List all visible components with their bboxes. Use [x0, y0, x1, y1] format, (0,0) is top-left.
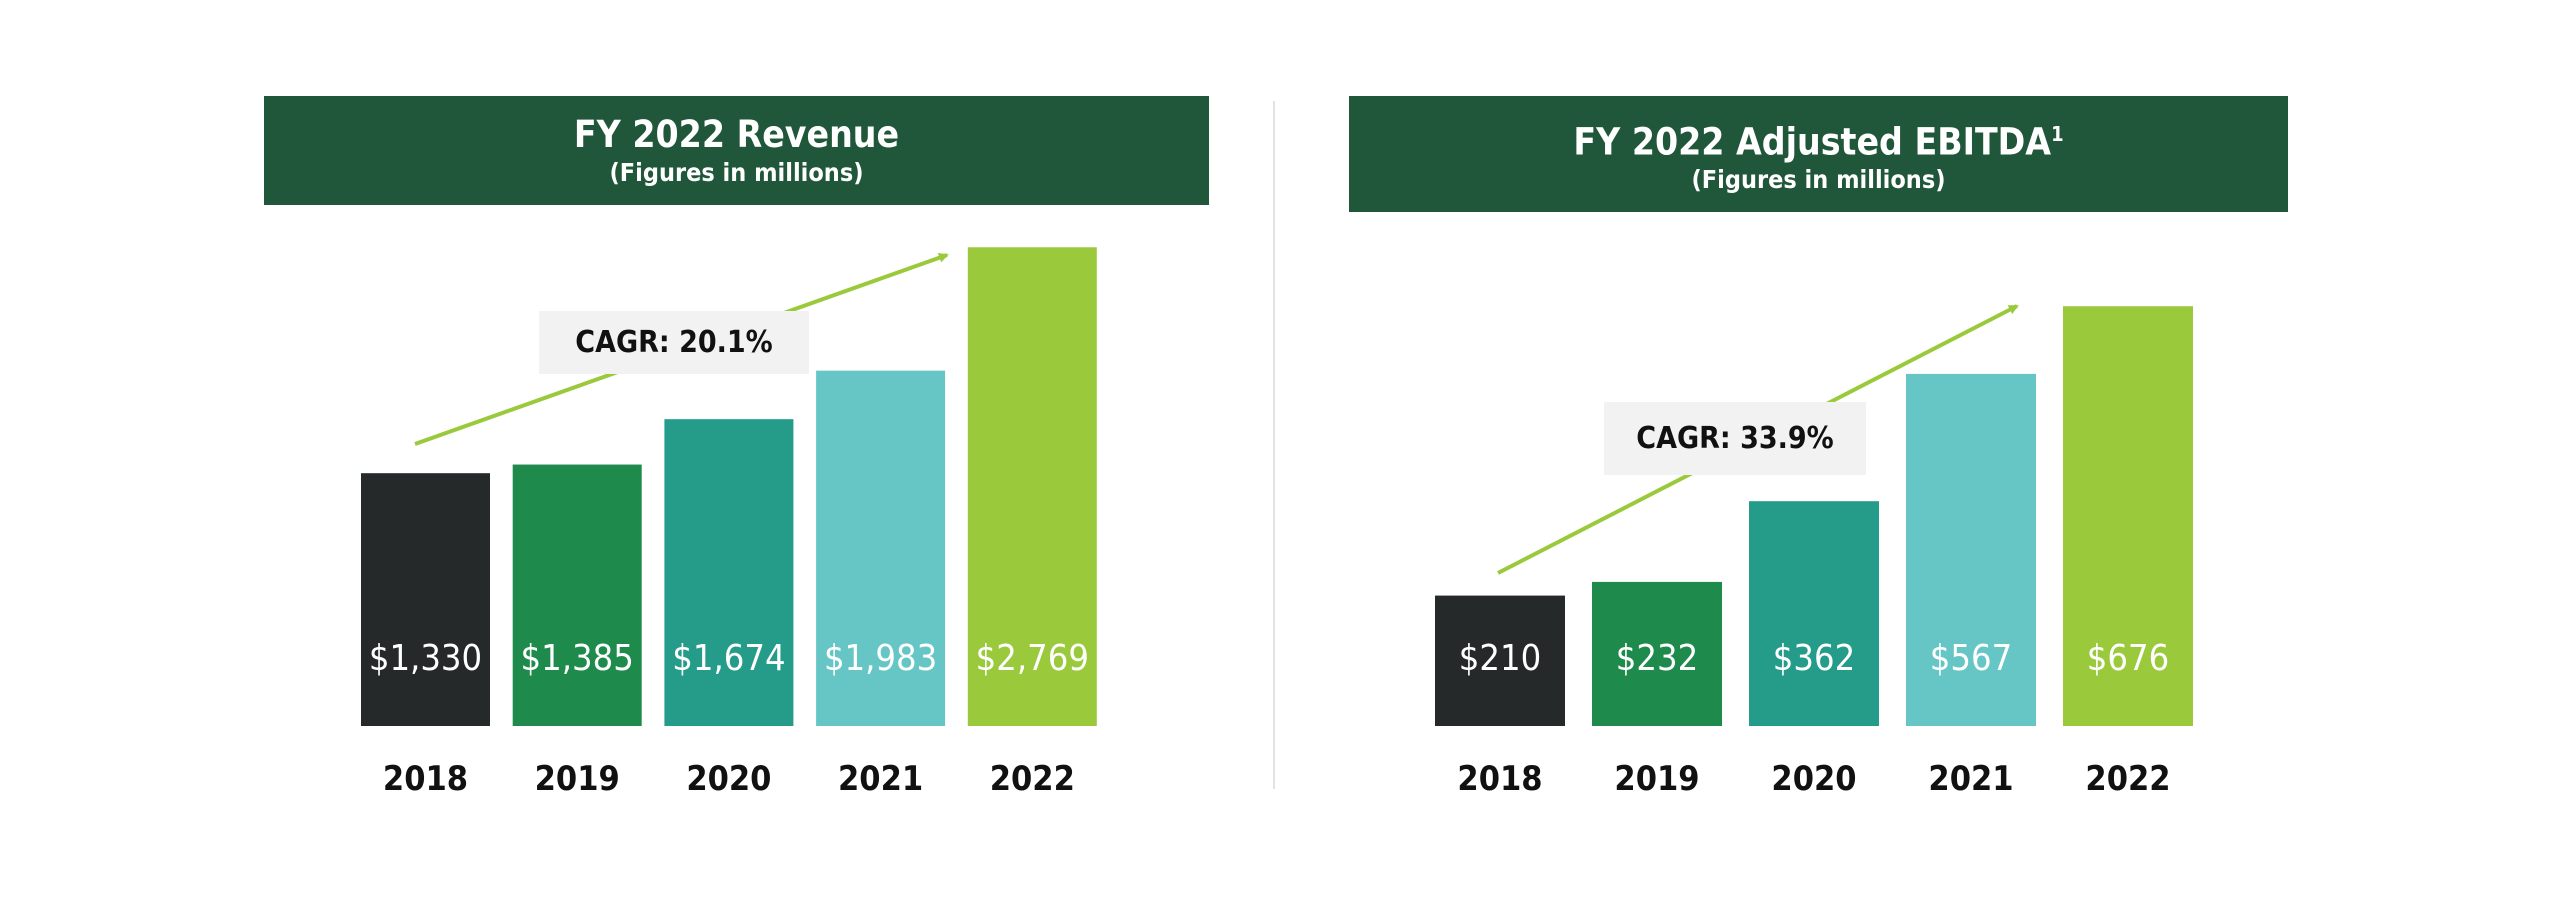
bar-2018 [1435, 595, 1565, 726]
bar-2021 [1906, 373, 2036, 726]
divider [1273, 101, 1275, 789]
bar-value-label: $1,674 [672, 638, 785, 679]
bar-value-label: $210 [1459, 638, 1541, 679]
x-tick-label: 2020 [1771, 759, 1856, 799]
bar-2019 [1592, 581, 1722, 726]
revenue-title: FY 2022 Revenue [573, 112, 900, 156]
bar-value-label: $1,385 [521, 638, 634, 679]
ebitda-subtitle: (Figures in millions) [1691, 165, 1946, 195]
bar-value-label: $362 [1773, 638, 1855, 679]
bar-value-label: $1,330 [369, 638, 482, 679]
x-tick-label: 2018 [1457, 759, 1542, 799]
revenue-cagr-label: CAGR: 20.1% [539, 311, 809, 374]
ebitda-title: FY 2022 Adjusted EBITDA1 [1349, 112, 2288, 164]
ebitda-title-text: FY 2022 Adjusted EBITDA [1573, 120, 2052, 164]
bar-2022 [2063, 306, 2193, 726]
bar-value-label: $567 [1930, 638, 2012, 679]
bar-2022 [967, 247, 1097, 726]
bar-2018 [361, 473, 490, 726]
x-tick-label: 2021 [838, 759, 923, 799]
x-tick-label: 2022 [2085, 759, 2170, 799]
x-tick-label: 2022 [990, 759, 1075, 799]
bar-value-label: $232 [1616, 638, 1698, 679]
bar-2019 [512, 464, 642, 726]
bar-2021 [816, 370, 946, 726]
revenue-subtitle: (Figures in millions) [609, 157, 864, 187]
bar-2020 [1749, 501, 1879, 726]
bar-value-label: $2,769 [976, 638, 1089, 679]
x-tick-label: 2020 [686, 759, 771, 799]
x-tick-label: 2018 [383, 759, 468, 799]
ebitda-header: FY 2022 Adjusted EBITDA1 (Figures in mil… [1349, 96, 2288, 212]
footnote-marker: 1 [2051, 121, 2064, 146]
bar-value-label: $676 [2087, 638, 2169, 679]
x-tick-label: 2019 [535, 759, 620, 799]
revenue-header: FY 2022 Revenue (Figures in millions) [264, 96, 1209, 205]
x-tick-label: 2021 [1928, 759, 2013, 799]
ebitda-cagr-label: CAGR: 33.9% [1604, 402, 1866, 475]
bar-value-label: $1,983 [824, 638, 937, 679]
x-tick-label: 2019 [1614, 759, 1699, 799]
bar-2020 [664, 419, 794, 726]
